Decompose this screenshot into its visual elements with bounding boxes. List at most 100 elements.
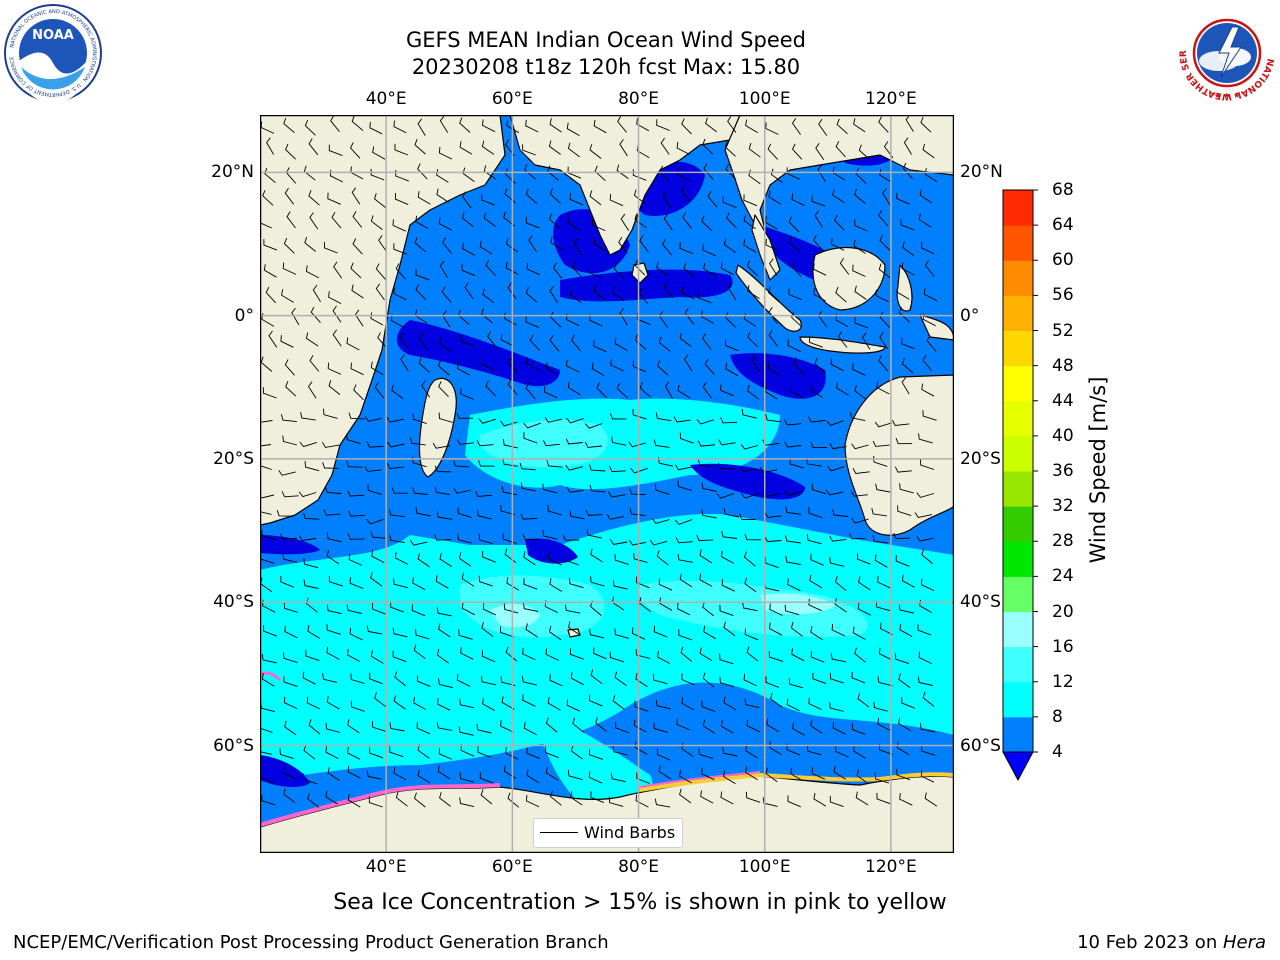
wind-barb xyxy=(839,257,850,275)
wind-barb xyxy=(636,118,650,132)
wind-barb xyxy=(723,621,736,637)
wind-barb xyxy=(679,770,692,784)
wind-barb xyxy=(851,443,869,450)
wind-barb xyxy=(612,745,628,756)
wind-barb xyxy=(478,533,494,545)
wind-barb xyxy=(656,261,668,277)
wind-barb xyxy=(393,287,407,301)
wind-barb xyxy=(879,169,892,183)
wind-barb xyxy=(322,673,338,683)
wind-barb xyxy=(768,329,778,347)
wind-barb xyxy=(263,625,277,637)
wind-barb xyxy=(326,550,340,565)
wind-barb xyxy=(722,747,738,757)
wind-barb xyxy=(309,355,320,372)
wind-barb xyxy=(506,577,520,591)
wind-barb xyxy=(852,467,870,474)
wind-barb xyxy=(548,140,561,155)
wind-barb xyxy=(924,168,938,183)
wind-barb xyxy=(390,601,404,613)
colorbar-tick-label: 52 xyxy=(1052,320,1074,341)
wind-barb xyxy=(437,360,450,376)
wind-barb xyxy=(395,551,409,565)
legend-wind-barb-swatch xyxy=(540,832,578,833)
wind-barb xyxy=(439,115,449,133)
wind-barb xyxy=(682,211,692,229)
wind-barb xyxy=(655,412,672,422)
wind-barb xyxy=(897,505,912,517)
wind-barb xyxy=(458,629,473,640)
wind-barb xyxy=(746,646,759,662)
wind-barb xyxy=(352,211,363,228)
wind-barb xyxy=(898,673,911,689)
wind-barb xyxy=(437,698,451,711)
wind-barb xyxy=(291,307,300,326)
wind-barb xyxy=(707,190,718,208)
wind-barb xyxy=(924,260,935,277)
wind-barb xyxy=(522,144,536,156)
wind-barb xyxy=(702,601,714,617)
wind-barb xyxy=(477,746,492,758)
wind-barb xyxy=(482,697,496,711)
wind-barb xyxy=(917,676,933,686)
wind-barb xyxy=(260,465,272,470)
wind-barb xyxy=(814,210,823,228)
wind-barb xyxy=(327,362,342,375)
wind-barb xyxy=(662,191,672,209)
wind-barb xyxy=(565,438,583,445)
wind-barb xyxy=(764,511,782,518)
wind-barb xyxy=(852,264,866,277)
lat-tick-label-right: 0° xyxy=(960,305,980,326)
wind-barb xyxy=(878,209,889,227)
wind-barb xyxy=(739,513,756,520)
wind-barb xyxy=(372,146,386,160)
wind-barb xyxy=(628,539,647,546)
wind-barb xyxy=(836,381,849,396)
wind-barb xyxy=(681,673,695,686)
wind-barb xyxy=(542,483,558,494)
wind-barb xyxy=(878,116,889,133)
wind-barb xyxy=(266,137,274,155)
wind-barb xyxy=(702,381,713,399)
wind-barb xyxy=(696,534,714,542)
colorbar-segment xyxy=(1003,576,1033,612)
wind-barb xyxy=(260,511,272,515)
wind-barbs xyxy=(260,115,938,808)
wind-barb xyxy=(502,458,518,467)
wind-barb xyxy=(593,237,606,252)
wind-barb xyxy=(613,263,625,280)
wind-barb xyxy=(591,362,605,377)
wind-barb xyxy=(395,263,406,280)
wind-barb xyxy=(589,694,603,707)
wind-barb xyxy=(528,235,537,253)
wind-barb xyxy=(302,773,318,785)
wind-barb xyxy=(506,119,520,134)
wind-barb xyxy=(303,558,319,569)
wind-barb xyxy=(438,146,453,160)
wind-barb xyxy=(370,531,387,539)
wind-barb xyxy=(856,769,869,785)
wind-barb xyxy=(900,219,915,231)
wind-barb xyxy=(458,552,472,567)
wind-barb xyxy=(784,604,800,616)
lat-tick-label-right: 40°S xyxy=(960,592,1001,613)
wind-barb xyxy=(677,480,693,491)
wind-barb xyxy=(790,621,803,637)
wind-barb xyxy=(417,118,426,136)
wind-barb xyxy=(681,185,691,203)
wind-barb xyxy=(435,575,449,589)
wind-barb xyxy=(346,460,363,468)
wind-barb xyxy=(562,534,580,541)
wind-barb xyxy=(326,646,340,660)
wind-barb xyxy=(875,289,889,303)
wind-barb xyxy=(347,648,361,662)
wind-barb xyxy=(550,311,562,328)
wind-barb xyxy=(639,235,649,253)
wind-barb xyxy=(391,384,404,399)
lon-tick-label-bottom: 80°E xyxy=(618,857,659,877)
wind-barb xyxy=(438,381,449,398)
wind-barb xyxy=(354,309,364,327)
map-legend: Wind Barbs xyxy=(533,818,683,848)
wind-barb xyxy=(720,720,734,734)
wind-barb xyxy=(656,550,669,566)
